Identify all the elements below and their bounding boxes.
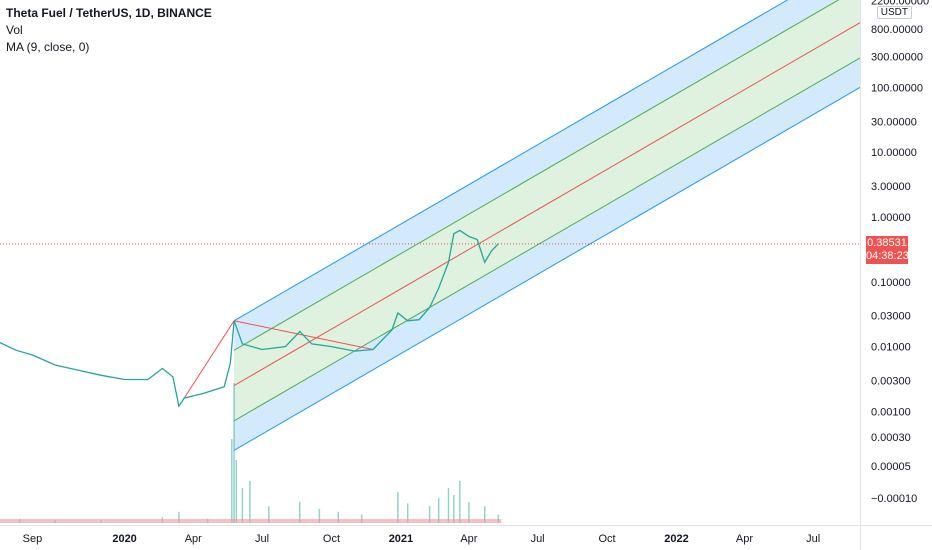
- volume-bar: [231, 439, 233, 523]
- volume-bar: [483, 506, 486, 523]
- volume-indicator-label[interactable]: Vol: [6, 23, 23, 37]
- plot-area[interactable]: [0, 0, 861, 523]
- volume-bar: [428, 506, 431, 523]
- price-tick-label: 0.00300: [871, 375, 911, 387]
- time-tick-label: Oct: [323, 533, 340, 545]
- price-series-line: [0, 229, 499, 408]
- ma-indicator-label[interactable]: MA (9, close, 0): [6, 40, 90, 54]
- volume-bar: [459, 481, 461, 523]
- time-tick-label: 2021: [389, 533, 413, 545]
- volume-bar: [233, 383, 235, 523]
- volume-bar: [178, 511, 180, 523]
- volume-bar: [406, 503, 409, 523]
- price-tick-label: 2200.00000: [871, 0, 929, 7]
- currency-unit-button[interactable]: USDT: [876, 6, 912, 19]
- time-tick-label: Apr: [460, 533, 477, 545]
- price-axis[interactable]: 2200.00000 800.00000 300.00000 100.00000 30.…: [860, 0, 930, 550]
- time-tick-label: Apr: [736, 533, 753, 545]
- price-tick-label: 10.00000: [871, 147, 917, 159]
- price-tick-label: 0.00030: [871, 432, 911, 444]
- time-tick-label: Sep: [23, 533, 43, 545]
- time-tick-label: 2022: [664, 533, 688, 545]
- chart-legend: Theta Fuel / TetherUS, 1D, BINANCE Vol M…: [6, 5, 212, 56]
- volume-bar: [453, 495, 455, 523]
- price-tick-label: 300.00000: [871, 52, 923, 64]
- volume-bar: [468, 502, 470, 523]
- symbol-title[interactable]: Theta Fuel / TetherUS, 1D, BINANCE: [6, 6, 212, 20]
- volume-baseline: [0, 519, 502, 523]
- time-axis[interactable]: Sep 2020 Apr Jul Oct 2021 Apr Jul Oct 2022 Apr Jul: [0, 525, 932, 546]
- price-tick-label: 0.10000: [871, 277, 911, 289]
- channel-lower-inner-line: [233, 57, 861, 422]
- price-tick-label: 3.00000: [871, 181, 911, 193]
- bar-countdown: 04:38:23: [866, 250, 909, 262]
- time-tick-label: Jul: [255, 533, 269, 545]
- volume-bar: [268, 506, 270, 523]
- volume-bar: [437, 497, 440, 523]
- price-tick-label: 1.00000: [871, 212, 911, 224]
- last-price-badge: 0.38531 04:38:23: [866, 236, 909, 264]
- price-tick-label: 0.01000: [871, 342, 911, 354]
- price-tick-label: 800.00000: [871, 24, 923, 36]
- time-tick-label: Apr: [185, 533, 202, 545]
- channel-median-line: [233, 22, 861, 386]
- price-tick-label: 0.00100: [871, 406, 911, 418]
- price-tick-label: −0.00010: [871, 493, 917, 505]
- channel-upper-inner-line: [233, 0, 840, 351]
- channel-upper-outer-line: [233, 0, 789, 322]
- time-tick-label: Oct: [598, 533, 615, 545]
- channel-lower-outer-band: [234, 57, 861, 451]
- price-tick-label: 0.00005: [871, 461, 911, 473]
- channel-lower-outer-line: [233, 87, 861, 451]
- volume-bar: [397, 492, 399, 523]
- price-tick-label: 0.03000: [871, 311, 911, 323]
- time-tick-label: Jul: [806, 533, 820, 545]
- volume-bar: [337, 511, 340, 523]
- last-price-value: 0.38531: [867, 237, 907, 249]
- price-tick-label: 100.00000: [871, 82, 923, 94]
- volume-bar: [447, 488, 450, 523]
- volume-bar: [318, 509, 321, 523]
- channel-inner-band: [234, 0, 860, 421]
- trend-line: [183, 320, 235, 399]
- volume-bar: [360, 514, 363, 523]
- volume-bar: [235, 460, 238, 523]
- volume-bar: [497, 514, 500, 523]
- time-tick-label: 2020: [112, 533, 136, 545]
- time-tick-label: Jul: [531, 533, 545, 545]
- volume-bar: [249, 481, 251, 523]
- volume-bar: [299, 502, 301, 523]
- price-tick-label: 30.00000: [871, 116, 917, 128]
- volume-bar: [241, 488, 244, 523]
